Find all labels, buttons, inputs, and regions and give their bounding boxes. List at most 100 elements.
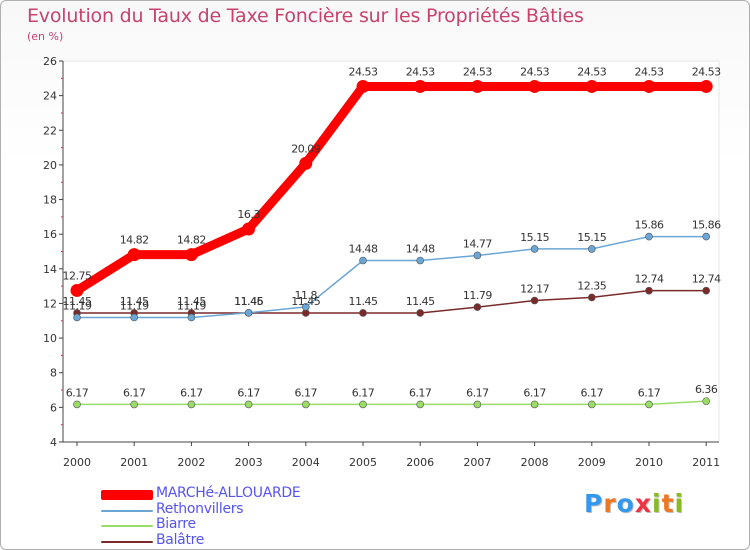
data-point bbox=[73, 313, 81, 322]
y-tick-label: 16 bbox=[43, 228, 57, 241]
data-label: 12.74 bbox=[635, 273, 664, 286]
y-tick-label: 8 bbox=[50, 367, 57, 380]
y-axis-unit-label: (en %) bbox=[27, 30, 64, 43]
data-label: 14.77 bbox=[463, 237, 492, 250]
data-point bbox=[528, 79, 542, 93]
data-point bbox=[645, 232, 653, 241]
legend-swatch bbox=[101, 540, 153, 543]
data-label: 15.86 bbox=[635, 219, 664, 232]
data-label: 16.3 bbox=[237, 208, 260, 221]
series-line-2 bbox=[76, 400, 707, 406]
data-point bbox=[702, 397, 711, 405]
logo-letter: i bbox=[652, 489, 662, 518]
data-label: 14.48 bbox=[349, 243, 378, 256]
data-label: 6.17 bbox=[352, 386, 375, 399]
data-label: 6.17 bbox=[466, 386, 489, 399]
data-point bbox=[470, 79, 484, 93]
data-point bbox=[585, 79, 599, 93]
logo-letter: x bbox=[634, 489, 652, 518]
x-tick-label: 2010 bbox=[635, 456, 663, 469]
series-line-1 bbox=[76, 235, 707, 319]
data-label: 6.17 bbox=[180, 386, 203, 399]
x-tick-label: 2001 bbox=[120, 456, 148, 469]
legend-label: Balâtre bbox=[156, 531, 205, 548]
data-label: 11.19 bbox=[177, 299, 206, 312]
data-point bbox=[645, 286, 653, 295]
data-label: 6.36 bbox=[695, 383, 718, 396]
data-point bbox=[473, 251, 482, 260]
logo-letter: i bbox=[674, 489, 685, 518]
data-label: 15.86 bbox=[692, 219, 721, 232]
data-label: 11.45 bbox=[291, 295, 320, 308]
data-label: 6.17 bbox=[123, 386, 146, 399]
data-point bbox=[130, 400, 138, 409]
data-point bbox=[73, 400, 81, 409]
data-point bbox=[699, 79, 713, 93]
data-point bbox=[184, 248, 198, 262]
data-point bbox=[587, 245, 596, 253]
y-tick-label: 26 bbox=[43, 55, 57, 68]
data-label: 14.82 bbox=[120, 234, 149, 247]
data-label: 6.17 bbox=[66, 386, 89, 399]
x-tick-label: 2008 bbox=[521, 456, 549, 469]
data-point bbox=[530, 296, 539, 305]
data-label: 11.45 bbox=[234, 295, 263, 308]
data-label: 12.17 bbox=[520, 283, 549, 296]
y-tick-label: 10 bbox=[43, 332, 57, 345]
data-label: 12.74 bbox=[692, 273, 721, 286]
data-point bbox=[642, 79, 656, 93]
legend-swatch bbox=[101, 509, 153, 512]
data-label: 24.53 bbox=[463, 65, 492, 78]
data-label: 15.15 bbox=[520, 231, 549, 244]
data-label: 6.17 bbox=[409, 386, 432, 399]
chart-title: Evolution du Taux de Taxe Foncière sur l… bbox=[27, 5, 584, 27]
data-label: 14.48 bbox=[406, 243, 435, 256]
data-point bbox=[299, 156, 313, 170]
data-point bbox=[130, 313, 138, 322]
data-point bbox=[530, 400, 539, 409]
data-label: 6.17 bbox=[237, 386, 260, 399]
data-label: 6.17 bbox=[295, 386, 318, 399]
data-point bbox=[187, 313, 196, 322]
logo-letter: t bbox=[661, 489, 675, 518]
data-point bbox=[359, 256, 367, 265]
y-tick-label: 22 bbox=[43, 124, 57, 137]
data-point bbox=[473, 400, 482, 409]
legend-label: Rethonvillers bbox=[156, 500, 244, 517]
data-label: 11.19 bbox=[120, 299, 149, 312]
data-point bbox=[645, 400, 653, 409]
y-tick-label: 18 bbox=[43, 194, 57, 207]
data-point bbox=[301, 303, 310, 311]
data-point bbox=[587, 293, 596, 302]
x-tick-label: 2004 bbox=[292, 456, 320, 469]
data-point bbox=[702, 286, 711, 295]
data-label: 11.45 bbox=[63, 295, 92, 308]
data-point bbox=[416, 256, 425, 265]
legend-label: Biarre bbox=[156, 516, 196, 532]
data-point bbox=[301, 400, 310, 409]
data-label: 6.17 bbox=[523, 386, 546, 399]
legend-label: MARCHé-ALLOUARDE bbox=[156, 485, 301, 501]
x-tick-label: 2006 bbox=[406, 456, 434, 469]
data-label: 11.45 bbox=[349, 295, 378, 308]
data-point bbox=[70, 283, 84, 297]
data-point bbox=[530, 245, 539, 253]
logo-letter: r bbox=[603, 489, 617, 518]
proxiti-logo: Proxiti bbox=[584, 489, 684, 518]
data-label: 24.53 bbox=[635, 65, 664, 78]
x-tick-label: 2000 bbox=[63, 456, 91, 469]
data-label: 24.53 bbox=[577, 65, 606, 78]
series-line-3 bbox=[76, 289, 707, 314]
x-tick-label: 2005 bbox=[349, 456, 377, 469]
data-label: 11.45 bbox=[177, 295, 206, 308]
data-label: 12.75 bbox=[63, 269, 92, 282]
y-tick-label: 6 bbox=[50, 401, 57, 414]
data-point bbox=[416, 400, 425, 409]
data-label: 11.45 bbox=[120, 295, 149, 308]
y-tick-label: 12 bbox=[43, 297, 57, 310]
data-point bbox=[359, 400, 367, 409]
data-label: 14.82 bbox=[177, 234, 206, 247]
data-label: 24.53 bbox=[406, 65, 435, 78]
